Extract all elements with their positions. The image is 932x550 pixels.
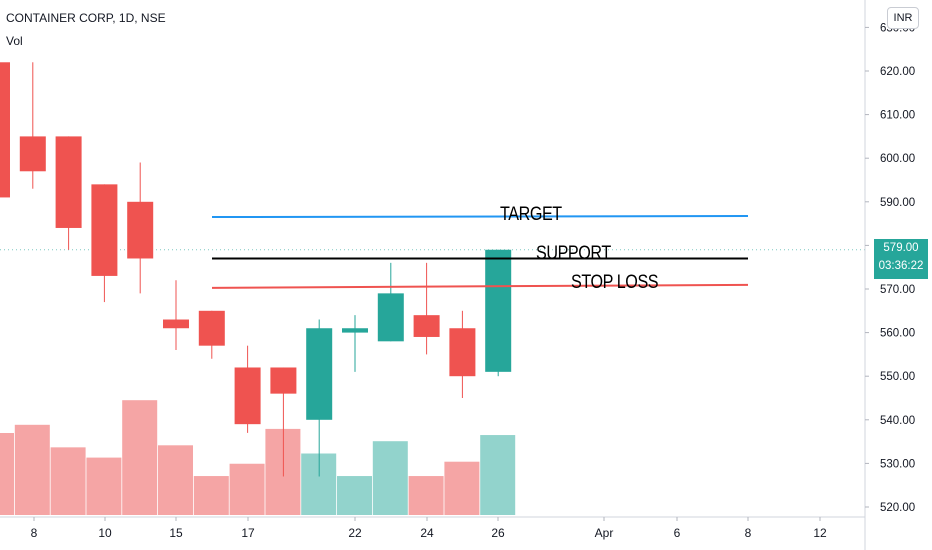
symbol-title: CONTAINER CORP, 1D, NSE [6, 11, 166, 25]
currency-button[interactable]: INR [887, 7, 919, 29]
candle-body [55, 136, 82, 228]
volume-bar [14, 424, 50, 515]
time-tick-label: 10 [98, 526, 112, 540]
volume-bar [372, 441, 408, 515]
candle-body [377, 293, 404, 342]
candle-body [449, 328, 476, 377]
candle-body [413, 315, 440, 337]
time-tick-label: 6 [674, 526, 681, 540]
last-price-value: 579.00 [883, 242, 919, 254]
price-tick-label: 550.00 [880, 371, 915, 383]
time-tick-label: 26 [491, 526, 505, 540]
volume-bar [193, 476, 229, 515]
time-tick-label: 8 [745, 526, 752, 540]
price-tick-label: 540.00 [880, 415, 915, 427]
price-tick-label: 590.00 [880, 197, 915, 209]
candle-body [163, 319, 189, 329]
volume-bar [0, 433, 14, 515]
price-tick-label: 600.00 [880, 153, 915, 165]
candle-body [485, 249, 512, 372]
volume-label: Vol [6, 34, 23, 48]
time-tick-label: 8 [31, 526, 38, 540]
time-tick-label: 12 [813, 526, 827, 540]
candle-body [270, 367, 297, 394]
volume-bar [480, 435, 516, 515]
bar-countdown: 03:36:22 [878, 260, 924, 272]
volume-bar [408, 476, 444, 515]
candle-body [198, 310, 225, 346]
candle-body [342, 328, 368, 333]
stop-loss-line [211, 283, 749, 289]
volume-bar [50, 447, 86, 515]
candle-body [91, 184, 118, 276]
candle-body [234, 367, 261, 425]
volume-bar [86, 457, 122, 515]
price-tick-label: 570.00 [880, 284, 915, 296]
candle-body [0, 62, 10, 198]
volume-bar [337, 476, 372, 515]
time-tick-label: 22 [348, 526, 362, 540]
annotation-support: SUPPORT [536, 243, 611, 264]
volume-bar [444, 461, 480, 515]
target-line [211, 215, 749, 219]
price-tick-label: 520.00 [880, 502, 915, 514]
candle-body [19, 136, 46, 172]
volume-bar [229, 463, 265, 515]
price-tick-label: 530.00 [880, 458, 915, 470]
candle-body [306, 328, 333, 420]
annotation-target: TARGET [500, 204, 562, 225]
time-tick-label: 15 [169, 526, 183, 540]
time-tick-label: 24 [420, 526, 434, 540]
last-price-badge: 579.00 03:36:22 [874, 239, 928, 279]
time-tick-label: 17 [241, 526, 255, 540]
candle-body [127, 201, 154, 259]
price-tick-label: 610.00 [880, 110, 915, 122]
volume-bar [158, 445, 193, 515]
price-tick-label: 560.00 [880, 328, 915, 340]
annotation-stop-loss: STOP LOSS [571, 272, 659, 293]
volume-bar [122, 400, 158, 515]
price-tick-label: 620.00 [880, 66, 915, 78]
time-tick-label: Apr [595, 526, 614, 540]
